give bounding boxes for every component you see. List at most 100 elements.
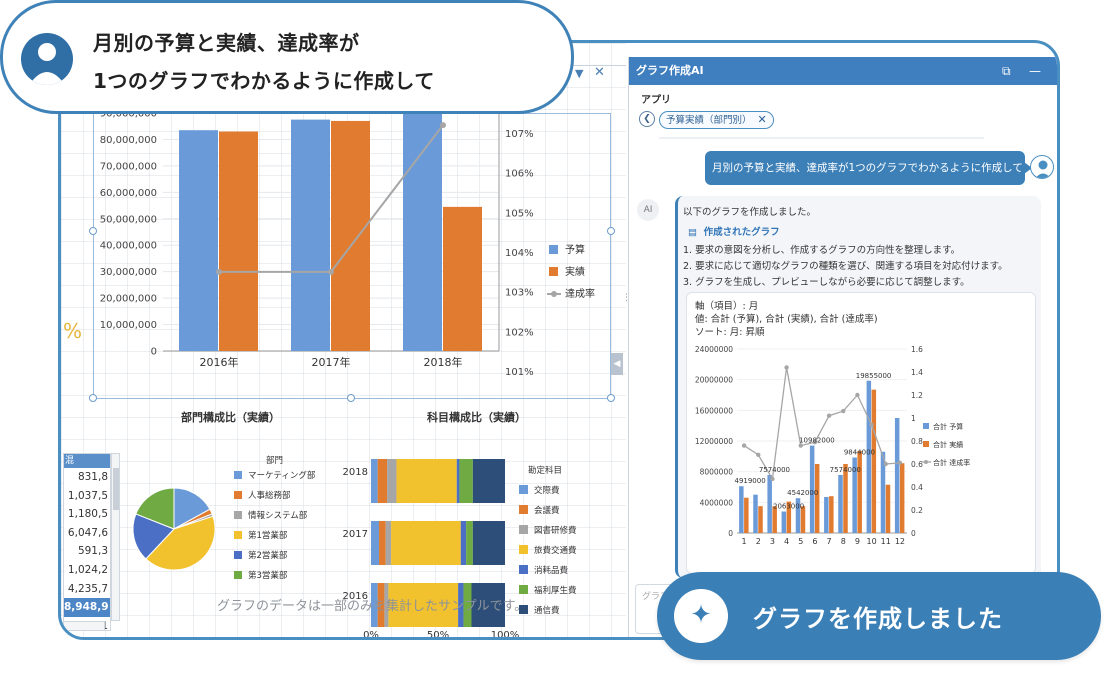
stack-segment — [379, 521, 386, 565]
rate-point — [897, 460, 903, 466]
divider — [659, 137, 984, 139]
actual-bar — [800, 506, 806, 533]
resize-handle[interactable] — [347, 394, 355, 402]
resize-handle[interactable] — [89, 394, 97, 402]
legend-swatch — [549, 267, 558, 276]
rate-point — [841, 408, 846, 414]
resize-handle[interactable] — [607, 394, 615, 402]
y-tick-label: 4000000 — [700, 498, 734, 507]
generated-graph-card[interactable]: 軸（項目）: 月 値: 合計 (予算), 合計 (実績), 合計 (達成率) ソ… — [686, 292, 1036, 574]
sheet-cell[interactable]: 1,037,5 — [67, 489, 108, 502]
resize-handle[interactable] — [89, 227, 97, 235]
app-window: ▼ ✕ % 90,000,000 80,000,000 70,000,000 60,0… — [58, 40, 1060, 640]
y2-tick-label: 0 — [911, 529, 916, 538]
x-tick-label: 11 — [881, 537, 891, 546]
x-tick-label: 50% — [427, 630, 449, 640]
ai-response: 以下のグラフを作成しました。 ▤ 作成されたグラフ 1. 要求の意図を分析し、作… — [675, 196, 1041, 578]
ai-panel-title: グラフ作成AI — [636, 64, 704, 77]
rate-point — [869, 422, 874, 428]
actual-bar — [744, 497, 749, 533]
stack-segment — [371, 459, 378, 503]
budget-bar — [795, 498, 801, 533]
resize-handle[interactable] — [607, 227, 615, 235]
budget-bar — [880, 451, 886, 533]
sheet-cell[interactable]: 1,180,5 — [67, 508, 108, 521]
actual-bar — [814, 464, 820, 533]
scroll-thumb[interactable] — [113, 468, 119, 510]
y2-tick-label: 103% — [505, 288, 534, 299]
actual-bar — [857, 450, 862, 533]
stack-segment — [458, 583, 464, 627]
back-button[interactable]: ❮ — [639, 111, 655, 127]
y-tick-label: 40,000,000 — [100, 241, 157, 252]
budget-bar — [781, 511, 787, 533]
data-sheet[interactable]: 混 831,8 1,037,5 1,180,5 6,047,6 591,3 1,024,2… — [63, 453, 111, 631]
collapse-panel-button[interactable]: ◀ — [611, 353, 623, 375]
close-icon[interactable]: ✕ — [594, 65, 605, 80]
sheet-cell[interactable]: 6,047,6 — [67, 526, 108, 539]
graph-axis: 軸（項目）: 月 — [695, 301, 759, 312]
y-tick-label: 90,000,000 — [100, 109, 157, 120]
actual-bar — [885, 484, 891, 533]
legend-label: 旅費交通費 — [534, 545, 577, 556]
data-label: 9844000 — [844, 449, 875, 457]
sparkle-icon: ✦ — [674, 589, 728, 643]
x-tick-label: 8 — [841, 537, 846, 546]
budget-actual-combo-chart: 90,000,000 80,000,000 70,000,000 60,000,000… — [100, 103, 595, 378]
stack-segment — [472, 521, 505, 565]
budget-bar — [403, 107, 442, 351]
ai-subheading: ▤ 作成されたグラフ — [688, 224, 1041, 238]
actual-bar — [786, 501, 792, 533]
minimize-icon[interactable]: — — [1029, 64, 1041, 78]
legend-swatch — [519, 545, 528, 554]
stack-segment — [396, 459, 457, 503]
y2-tick-label: 0.4 — [911, 483, 923, 492]
legend-label: 達成率 — [565, 287, 595, 300]
sheet-cell[interactable]: 1,024,2 — [67, 563, 108, 576]
panel-splitter[interactable]: ⋮ — [622, 293, 631, 303]
prompt-callout: 月別の予算と実績、達成率が 1つのグラフでわかるように作成して — [0, 0, 574, 114]
y2-tick-label: 106% — [505, 169, 534, 180]
legend-swatch — [519, 505, 528, 514]
sheet-horizontal-scrollbar[interactable] — [63, 621, 105, 631]
ai-step: 3. グラフを生成し、プレビューしながら必要に応じて調整します。 — [683, 277, 970, 288]
stack-segment — [387, 459, 397, 503]
sheet-cell[interactable]: 8,948,9 — [64, 598, 110, 617]
export-icon[interactable]: ⧉ — [1002, 64, 1011, 78]
actual-bar — [772, 506, 777, 533]
sheet-cell[interactable]: 831,8 — [77, 471, 108, 483]
legend-swatch — [234, 511, 242, 519]
y-tick-label: 70,000,000 — [100, 161, 157, 172]
sheet-cell[interactable]: 591,3 — [77, 545, 108, 558]
stack-segment — [471, 583, 505, 627]
y-tick-label: 8000000 — [700, 468, 734, 477]
legend-swatch — [234, 531, 242, 539]
filter-icon[interactable]: ▼ — [575, 67, 584, 80]
app-chip[interactable]: 予算実績（部門別） ✕ — [659, 111, 774, 129]
y-tick-label: 2017 — [343, 529, 368, 540]
stack-segment — [460, 521, 467, 565]
stack-segment — [463, 583, 472, 627]
legend-label: 第2営業部 — [248, 550, 288, 561]
legend-swatch — [519, 605, 528, 614]
remove-chip-icon[interactable]: ✕ — [757, 113, 767, 126]
y2-tick-label: 105% — [505, 208, 534, 219]
legend-label: 実績 — [565, 265, 585, 278]
legend-marker — [551, 291, 557, 297]
budget-bar — [866, 380, 872, 533]
legend-label: 通信費 — [534, 605, 560, 616]
ai-panel: グラフ作成AI ⧉ — アプリ ❮ 予算実績（部門別） ✕ 月別の予算と実績、達成… — [628, 57, 1057, 637]
y2-tick-label: 1.6 — [911, 345, 923, 354]
stacked-chart-title: 科目構成比（実績） — [427, 411, 526, 424]
sheet-scrollbar[interactable] — [111, 453, 120, 621]
y-tick-label: 12000000 — [695, 437, 733, 446]
y2-tick-label: 1 — [911, 414, 916, 423]
actual-bar — [829, 496, 834, 533]
sheet-cell[interactable]: 4,235,7 — [67, 582, 108, 595]
rate-point — [770, 476, 775, 482]
legend-swatch — [923, 423, 929, 429]
stack-segment — [385, 521, 392, 565]
sample-note: グラフのデータは一部のみを集計したサンプルです。 — [217, 599, 528, 614]
x-tick-label: 9 — [855, 537, 860, 546]
